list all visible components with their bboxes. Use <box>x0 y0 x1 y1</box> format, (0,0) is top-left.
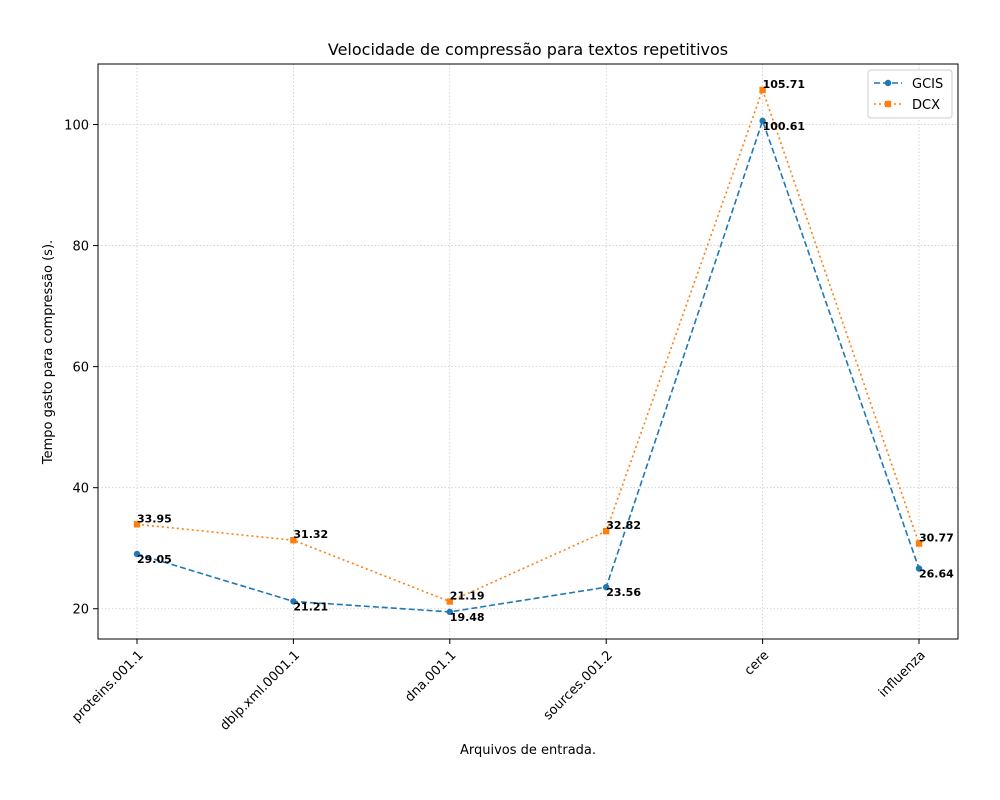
y-tick-label: 20 <box>72 603 89 618</box>
data-label-gcis: 100.61 <box>763 120 805 133</box>
data-point-dcx <box>759 86 766 94</box>
x-tick-label: influenza <box>876 648 929 701</box>
data-point-dcx <box>446 598 453 605</box>
data-label-gcis: 19.48 <box>450 611 485 624</box>
data-label-dcx: 21.19 <box>450 590 485 603</box>
legend-label-gcis: GCIS <box>912 77 943 92</box>
data-point-dcx <box>133 521 141 528</box>
data-point-gcis <box>446 608 453 616</box>
legend-marker-gcis <box>884 79 892 87</box>
data-labels-layer: 29.05 21.21 19.48 23.56 100.61 26.64 33.95 31.3… <box>137 78 954 624</box>
series-layer <box>133 86 923 616</box>
y-tick-label: 100 <box>64 119 89 134</box>
data-point-gcis <box>759 117 766 125</box>
data-label-dcx: 30.77 <box>919 532 954 545</box>
data-label-dcx: 31.32 <box>293 528 328 541</box>
chart-title: Velocidade de compressão para textos rep… <box>328 40 728 59</box>
x-tick-label: sources.001.2 <box>541 648 616 723</box>
data-label-gcis: 23.56 <box>606 586 641 599</box>
data-point-gcis <box>603 583 610 591</box>
y-tick-label: 60 <box>72 361 89 376</box>
data-label-dcx: 105.71 <box>763 78 805 91</box>
data-label-dcx: 32.82 <box>606 519 641 532</box>
ticks-layer: 20 40 60 80 100 proteins.001.1 dblp.xml.0001.1… <box>64 119 928 734</box>
x-tick-label: proteins.001.1 <box>69 648 146 725</box>
series-line-dcx <box>136 87 920 603</box>
data-label-gcis: 29.05 <box>137 553 172 566</box>
series-line-gcis <box>136 118 920 613</box>
data-label-gcis: 26.64 <box>919 568 954 581</box>
data-label-dcx: 33.95 <box>137 512 172 525</box>
legend: GCIS DCX <box>867 69 953 119</box>
data-point-gcis <box>915 565 923 572</box>
grid-layer <box>98 64 958 639</box>
data-point-dcx <box>290 537 297 544</box>
data-label-gcis: 21.21 <box>293 600 328 613</box>
data-point-gcis <box>290 598 297 605</box>
data-point-dcx <box>915 540 923 547</box>
data-point-gcis <box>133 550 141 558</box>
legend-marker-dcx <box>884 100 892 108</box>
data-point-dcx <box>603 527 610 535</box>
y-axis-label: Tempo gasto para compressão (s). <box>41 240 56 465</box>
x-axis-label: Arquivos de entrada. <box>460 743 596 758</box>
x-tick-label: dna.001.1 <box>402 648 459 705</box>
plot-frame <box>97 63 959 640</box>
y-tick-label: 80 <box>72 240 89 255</box>
x-tick-label: cere <box>742 648 773 679</box>
y-tick-label: 40 <box>72 482 89 497</box>
x-tick-label: dblp.xml.0001.1 <box>217 648 303 734</box>
legend-label-dcx: DCX <box>912 98 940 113</box>
